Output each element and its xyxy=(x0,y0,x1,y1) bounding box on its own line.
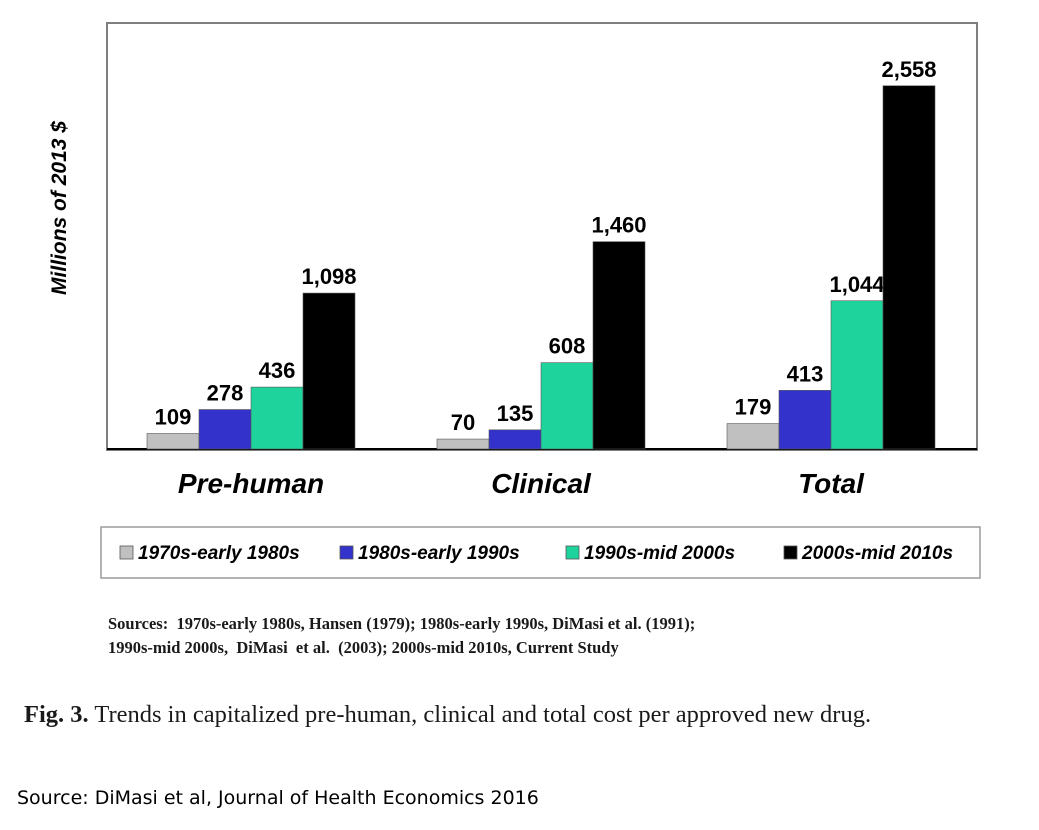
legend-label-2: 1990s-mid 2000s xyxy=(584,543,735,564)
data-label-2-3: 2,558 xyxy=(881,57,936,82)
legend-swatch-2 xyxy=(565,545,580,560)
sources-line-2: 1990s-mid 2000s, DiMasi et al. (2003); 2… xyxy=(108,638,619,657)
legend-box xyxy=(100,526,981,579)
data-label-2-0: 179 xyxy=(735,395,772,420)
figure-caption: Fig. 3. Trends in capitalized pre-human,… xyxy=(24,699,1024,730)
bar-0-1 xyxy=(198,409,252,450)
sources-note: Sources: 1970s-early 1980s, Hansen (1979… xyxy=(108,612,695,660)
sources-line-1: Sources: 1970s-early 1980s, Hansen (1979… xyxy=(108,614,696,633)
bar-2-1 xyxy=(778,390,832,450)
figure-caption-text: Trends in capitalized pre-human, clinica… xyxy=(94,701,872,728)
source-citation: Source: DiMasi et al, Journal of Health … xyxy=(17,787,539,809)
bar-2-0 xyxy=(726,423,780,450)
bars-layer: 109 278 436 1,098 70 135 608 1,460 179 413 1,044 2,… xyxy=(146,57,937,450)
bar-chart: Millions of 2013 $ 109 278 436 1,098 70 135 60… xyxy=(48,22,981,579)
data-label-0-0: 109 xyxy=(155,405,192,430)
bar-1-1 xyxy=(488,429,542,450)
data-label-0-2: 436 xyxy=(259,358,296,383)
category-label-2: Total xyxy=(798,468,865,499)
bar-0-3 xyxy=(302,292,356,450)
bar-1-3 xyxy=(592,241,646,450)
bar-0-0 xyxy=(146,433,200,450)
data-label-1-1: 135 xyxy=(497,401,534,426)
legend-label-3: 2000s-mid 2010s xyxy=(801,543,953,564)
data-label-1-3: 1,460 xyxy=(591,213,646,238)
legend-swatch-1 xyxy=(339,545,354,560)
y-axis-label: Millions of 2013 $ xyxy=(48,121,71,295)
data-label-2-1: 413 xyxy=(787,361,824,386)
legend-swatch-3 xyxy=(783,545,798,560)
data-label-1-0: 70 xyxy=(451,410,475,435)
figure-label: Fig. 3. xyxy=(24,701,89,728)
bar-0-2 xyxy=(250,386,304,450)
legend-swatch-0 xyxy=(119,545,134,560)
data-label-0-3: 1,098 xyxy=(301,264,356,289)
category-labels: Pre-human Clinical Total xyxy=(178,468,865,499)
bar-2-2 xyxy=(830,300,884,450)
bar-1-0 xyxy=(436,438,490,450)
legend: 1970s-early 1980s 1980s-early 1990s 1990s-… xyxy=(119,543,953,564)
data-label-0-1: 278 xyxy=(207,381,244,406)
legend-label-1: 1980s-early 1990s xyxy=(358,543,520,564)
bar-2-3 xyxy=(882,85,936,450)
legend-label-0: 1970s-early 1980s xyxy=(138,543,300,564)
data-label-2-2: 1,044 xyxy=(829,272,885,297)
data-label-1-2: 608 xyxy=(549,334,586,359)
bar-1-2 xyxy=(540,362,594,450)
category-label-1: Clinical xyxy=(491,468,592,499)
category-label-0: Pre-human xyxy=(178,468,324,499)
